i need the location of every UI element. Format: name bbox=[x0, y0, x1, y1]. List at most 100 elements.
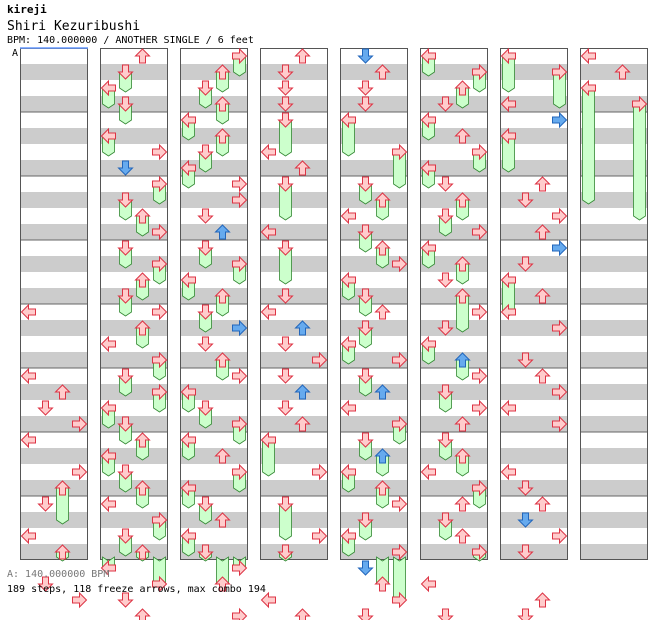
arrow-left-icon bbox=[500, 399, 516, 417]
arrow-down-icon bbox=[277, 496, 294, 512]
beat-stripe bbox=[100, 64, 168, 80]
beat-stripe bbox=[580, 512, 648, 528]
column-border bbox=[180, 48, 248, 560]
chart-column bbox=[100, 48, 168, 560]
arrow-down-icon bbox=[277, 368, 294, 384]
arrow-left-icon bbox=[500, 95, 516, 113]
arrow-up-icon bbox=[374, 240, 391, 256]
beat-stripe bbox=[580, 448, 648, 464]
arrow-down-icon bbox=[197, 400, 214, 416]
beat-stripe bbox=[20, 320, 88, 336]
arrow-left-icon bbox=[340, 527, 356, 545]
beat-stripe bbox=[500, 192, 568, 208]
beat-stripe bbox=[340, 320, 408, 336]
arrow-down-icon bbox=[117, 528, 134, 544]
arrow-down-icon bbox=[437, 512, 454, 528]
beat-stripe bbox=[500, 160, 568, 176]
arrow-down-icon bbox=[197, 240, 214, 256]
arrow-left-icon bbox=[340, 463, 356, 481]
arrow-up-icon bbox=[454, 80, 471, 96]
beat-stripe bbox=[580, 416, 648, 432]
beat-stripe bbox=[500, 96, 568, 112]
arrow-down-icon bbox=[197, 496, 214, 512]
arrow-up-icon bbox=[214, 64, 231, 80]
arrow-left-icon bbox=[420, 463, 436, 481]
arrow-right-icon bbox=[152, 383, 168, 401]
arrow-down-icon bbox=[277, 96, 294, 112]
arrow-up-icon bbox=[294, 48, 311, 64]
arrow-left-icon bbox=[100, 335, 116, 353]
beat-stripe bbox=[20, 96, 88, 112]
arrow-down-icon bbox=[437, 208, 454, 224]
beat-stripe bbox=[340, 384, 408, 400]
bpm-marker-label: A bbox=[12, 48, 18, 59]
beat-stripe bbox=[420, 480, 488, 496]
beat-stripe bbox=[340, 128, 408, 144]
arrow-down-icon bbox=[277, 64, 294, 80]
arrow-up-icon bbox=[374, 64, 391, 80]
arrow-right-icon bbox=[152, 303, 168, 321]
beat-stripe bbox=[420, 128, 488, 144]
arrow-up-icon bbox=[214, 576, 231, 592]
beat-stripe bbox=[420, 288, 488, 304]
arrow-right-icon bbox=[392, 415, 408, 433]
arrow-left-icon bbox=[500, 271, 516, 289]
arrow-down-icon bbox=[517, 256, 534, 272]
beat-stripe bbox=[180, 96, 248, 112]
arrow-down-icon bbox=[277, 176, 294, 192]
arrow-down-icon bbox=[357, 512, 374, 528]
arrow-left-icon bbox=[500, 127, 516, 145]
arrow-left-icon bbox=[20, 431, 36, 449]
song-title: Shiri Kezuribushi bbox=[7, 19, 141, 34]
arrow-right-icon bbox=[472, 543, 488, 561]
beat-stripe bbox=[580, 160, 648, 176]
arrow-left-icon bbox=[420, 239, 436, 257]
beat-stripe bbox=[260, 320, 328, 336]
arrow-left-icon bbox=[180, 111, 196, 129]
column-border bbox=[580, 48, 648, 560]
beat-stripe bbox=[500, 544, 568, 560]
column-border bbox=[100, 48, 168, 560]
beat-stripe bbox=[260, 64, 328, 80]
arrow-left-icon bbox=[180, 271, 196, 289]
beat-stripe bbox=[420, 448, 488, 464]
arrow-up-icon bbox=[294, 384, 311, 400]
beat-stripe bbox=[420, 256, 488, 272]
arrow-down-icon bbox=[517, 544, 534, 560]
beat-stripe bbox=[580, 192, 648, 208]
arrow-left-icon bbox=[500, 463, 516, 481]
arrow-down-icon bbox=[517, 608, 534, 620]
arrow-right-icon bbox=[472, 367, 488, 385]
arrow-up-icon bbox=[374, 384, 391, 400]
arrow-down-icon bbox=[437, 384, 454, 400]
arrow-down-icon bbox=[117, 592, 134, 608]
arrow-right-icon bbox=[392, 495, 408, 513]
arrow-down-icon bbox=[357, 224, 374, 240]
arrow-up-icon bbox=[454, 192, 471, 208]
arrow-down-icon bbox=[357, 320, 374, 336]
beat-stripe bbox=[340, 288, 408, 304]
arrow-right-icon bbox=[552, 111, 568, 129]
beat-stripe bbox=[580, 128, 648, 144]
beat-stripe bbox=[20, 352, 88, 368]
beat-stripe bbox=[260, 128, 328, 144]
beat-stripe bbox=[180, 480, 248, 496]
arrow-up-icon bbox=[454, 416, 471, 432]
arrow-left-icon bbox=[340, 271, 356, 289]
beat-stripe bbox=[20, 128, 88, 144]
column-border bbox=[420, 48, 488, 560]
arrow-up-icon bbox=[214, 96, 231, 112]
arrow-up-icon bbox=[214, 448, 231, 464]
arrow-down-icon bbox=[197, 304, 214, 320]
arrow-down-icon bbox=[117, 416, 134, 432]
arrow-right-icon bbox=[312, 351, 328, 369]
arrow-down-icon bbox=[437, 608, 454, 620]
arrow-left-icon bbox=[100, 399, 116, 417]
beat-stripe bbox=[340, 96, 408, 112]
beat-stripe bbox=[580, 288, 648, 304]
beat-stripe bbox=[500, 512, 568, 528]
arrow-down-icon bbox=[37, 400, 54, 416]
arrow-down-icon bbox=[277, 240, 294, 256]
arrow-up-icon bbox=[614, 64, 631, 80]
